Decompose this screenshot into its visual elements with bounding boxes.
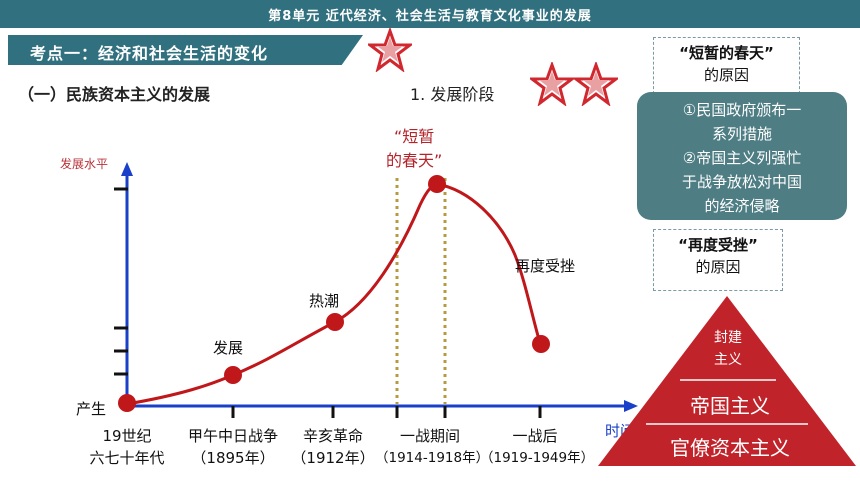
short-spring-line1: “短暂的春天” [679,44,774,62]
pyramid-top: 封建 主义 [690,327,766,371]
reasons-box: ①民国政府颁布一 系列措施 ②帝国主义列强忙 于战争放松对中国 的经济侵略 [637,92,847,220]
point-boom [326,313,344,331]
pyramid-top-line2: 主义 [714,352,742,368]
topic-label: 考点一：经济和社会生活的变化 [30,44,269,63]
short-spring-box: “短暂的春天” 的原因 [653,37,800,99]
header-banner: 第8单元 近代经济、社会生活与教育文化事业的发展 [0,0,860,28]
pyramid-graphic [598,296,856,466]
peak-label-line1: “短暂 [394,127,435,146]
reason-line4: 于战争放松对中国 [681,173,802,191]
x-label-5-line1: 一战后 [512,427,558,445]
peak-label: “短暂 的春天” [386,125,442,173]
point-development [224,366,242,384]
x-label-2-line1: 甲午中日战争 [187,427,278,445]
short-spring-line2: 的原因 [703,66,749,84]
pyramid-bottom: 官僚资本主义 [670,436,790,460]
point-setback [532,335,550,353]
point-origin [118,394,136,412]
x-label-4: 一战期间 （1914-1918年） [375,425,490,469]
stage-title: 1. 发展阶段 [410,85,495,104]
star-icon [530,62,574,106]
setback-box: “再度受挫” 的原因 [653,229,783,291]
point-label-boom: 热潮 [309,292,340,310]
x-label-1-line2: 六七十年代 [89,449,165,467]
y-axis-arrow [121,162,133,176]
reason-line1: ①民国政府颁布一 [682,101,802,119]
x-label-1-line1: 19世纪 [102,427,152,445]
x-label-3-line2: （1912年） [291,449,375,467]
x-label-3-line1: 辛亥革命 [302,427,363,445]
topic-tag: 考点一：经济和社会生活的变化 [8,35,363,65]
setback-line1: “再度受挫” [678,236,758,254]
y-axis-label: 发展水平 [60,157,109,171]
point-peak [428,175,446,193]
x-label-5-line2: （1919-1949年） [480,450,595,466]
setback-line2: 的原因 [695,258,741,276]
star-icon [368,28,412,72]
x-axis-arrow [624,400,638,412]
reason-line3: ②帝国主义列强忙 [682,149,802,167]
reason-line5: 的经济侵略 [704,197,780,215]
pyramid-top-line1: 封建 [714,330,742,346]
point-label-setback: 再度受挫 [515,257,576,275]
x-label-5: 一战后 （1919-1949年） [480,425,595,469]
x-ticks [231,406,542,418]
origin-label: 产生 [76,400,107,418]
peak-label-line2: 的春天” [386,151,443,170]
y-ticks [114,187,128,376]
star-icon [574,62,618,106]
section-title: （一）民族资本主义的发展 [18,85,211,104]
point-label-development: 发展 [213,339,244,357]
x-label-2-line2: （1895年） [191,449,275,467]
header-title: 第8单元 近代经济、社会生活与教育文化事业的发展 [268,9,592,24]
x-label-1: 19世纪 六七十年代 [72,425,182,469]
x-label-4-line1: 一战期间 [399,427,460,445]
x-label-2: 甲午中日战争 （1895年） [174,425,292,469]
x-label-3: 辛亥革命 （1912年） [283,425,383,469]
pyramid-middle: 帝国主义 [690,394,770,418]
reason-line2: 系列措施 [711,125,772,143]
x-label-4-line2: （1914-1918年） [375,450,490,466]
